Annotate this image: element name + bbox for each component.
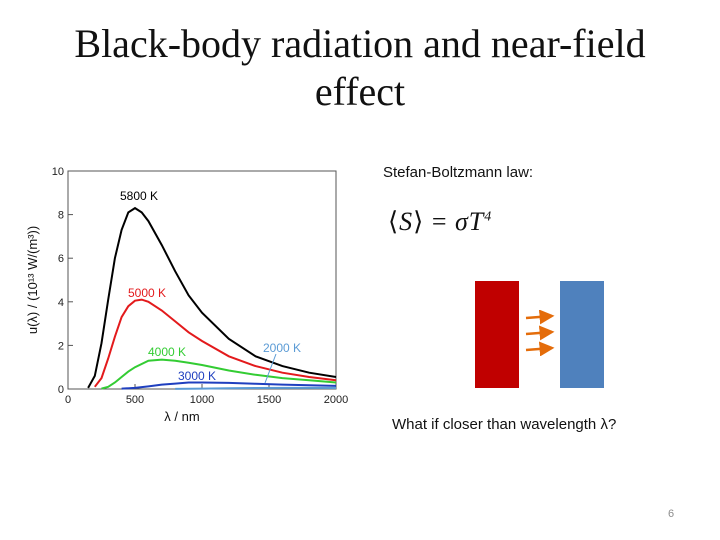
heat-arrow-2 [525, 325, 555, 341]
heat-arrow-3 [525, 341, 555, 356]
heat-transfer-arrows [525, 310, 555, 356]
series-line-5000k [94, 298, 337, 388]
blackbody-chart: 0 500 1000 1500 2000 0 2 4 6 8 10 λ / nm u(λ) / (10¹… [10, 155, 350, 430]
heat-arrow-1 [525, 310, 555, 325]
formula-rhs: σT [454, 207, 485, 236]
y-tick-label: 4 [58, 297, 64, 309]
series-line-3000k [121, 381, 337, 390]
slide-title-line-1: Black-body radiation and near-field [74, 21, 646, 66]
stefan-boltzmann-label: Stefan-Boltzmann law: [383, 164, 534, 181]
page-number: 6 [668, 508, 675, 520]
stefan-boltzmann-formula: ⟨S⟩ = σT4 [388, 207, 492, 237]
series-label-2000k: 2000 K [263, 341, 301, 355]
x-tick-label: 1500 [257, 394, 281, 406]
x-tick-label: 1000 [190, 394, 214, 406]
formula-equals: = [424, 207, 455, 236]
y-tick-label: 0 [58, 384, 64, 396]
y-axis-label: u(λ) / (10¹³ W/(m³)) [25, 226, 40, 334]
series-line-4000k [101, 358, 337, 390]
formula-right-bracket: ⟩ [413, 207, 425, 236]
y-tick-label: 8 [58, 210, 64, 222]
series-label-5000k: 5000 K [128, 286, 166, 300]
series-line-5800k [87, 206, 337, 389]
formula-lhs: S [399, 207, 414, 236]
label-2000k-pointer [264, 353, 277, 384]
y-tick-label: 2 [58, 340, 64, 352]
y-tick-label: 10 [52, 166, 64, 178]
formula-exponent: 4 [484, 209, 493, 225]
near-field-question: What if closer than wavelength λ? [392, 416, 617, 433]
formula-left-bracket: ⟨ [388, 207, 400, 236]
cold-plate [560, 281, 604, 388]
x-tick-label: 2000 [324, 394, 348, 406]
slide-title: Black-body radiation and near-field effe… [40, 20, 680, 116]
x-tick-label: 0 [65, 394, 71, 406]
x-tick-label: 500 [126, 394, 144, 406]
y-tick-label: 6 [58, 253, 64, 265]
series-label-4000k: 4000 K [148, 345, 186, 359]
hot-plate [475, 281, 519, 388]
series-label-3000k: 3000 K [178, 369, 216, 383]
x-axis-label: λ / nm [164, 409, 199, 424]
slide-title-line-2: effect [314, 69, 406, 114]
series-label-5800k: 5800 K [120, 189, 158, 203]
series-line-2000k [175, 386, 337, 390]
chart-svg: 0 500 1000 1500 2000 0 2 4 6 8 10 λ / nm u(λ) / (10¹… [25, 166, 348, 424]
